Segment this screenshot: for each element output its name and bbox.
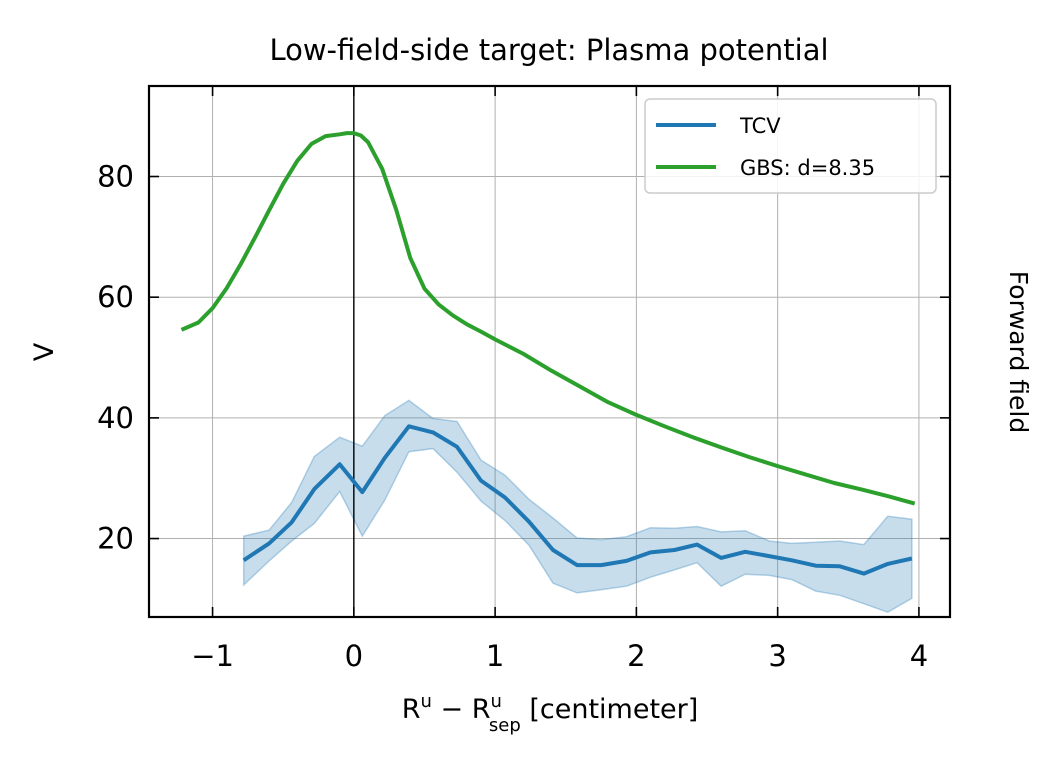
legend-box bbox=[644, 98, 937, 194]
plot-frame bbox=[147, 84, 952, 619]
x-tick-label: −1 bbox=[191, 639, 234, 673]
y-axis-label: V bbox=[29, 342, 60, 361]
x-axis-label: Ru − Ru sep [centimeter] bbox=[402, 691, 699, 736]
legend-label: GBS: d=8.35 bbox=[740, 156, 875, 180]
x-tick-label: 1 bbox=[486, 639, 504, 673]
legend-label: TCV bbox=[739, 114, 781, 138]
x-tick-label: 2 bbox=[627, 639, 645, 673]
y-tick-label: 40 bbox=[97, 401, 134, 435]
y-tick-label: 80 bbox=[97, 160, 134, 194]
tcv-band bbox=[242, 399, 913, 614]
axis-ticks: −1 0 1 2 3 4 20 40 60 80 bbox=[97, 86, 950, 673]
y-tick-label: 60 bbox=[97, 280, 134, 314]
y-tick-label: 20 bbox=[97, 522, 134, 556]
x-tick-label: 0 bbox=[345, 639, 363, 673]
x-tick-label: 3 bbox=[768, 639, 786, 673]
x-tick-label: 4 bbox=[910, 639, 928, 673]
series-lines bbox=[180, 131, 916, 576]
series-line-tcv bbox=[242, 424, 913, 576]
forward-field-label: Forward field bbox=[1004, 271, 1033, 433]
chart-title: Low-field-side target: Plasma potential bbox=[269, 33, 828, 67]
series-line-gbs bbox=[180, 131, 916, 506]
tcv-uncertainty-band bbox=[242, 399, 913, 614]
legend: TCV GBS: d=8.35 bbox=[644, 98, 937, 194]
